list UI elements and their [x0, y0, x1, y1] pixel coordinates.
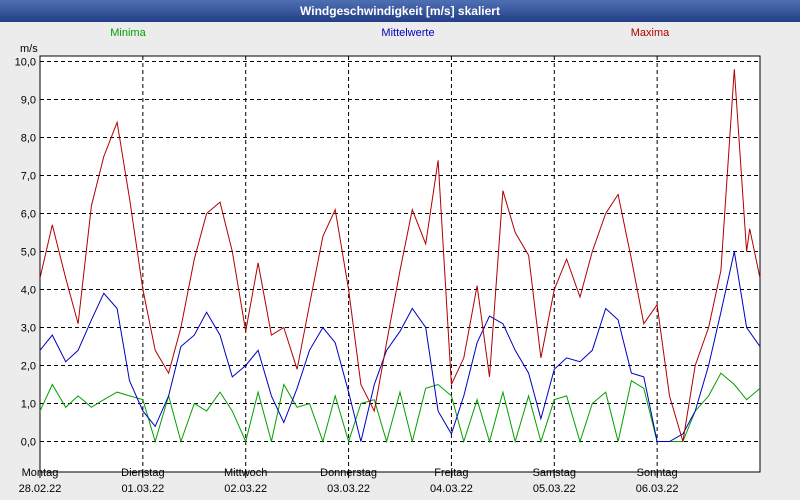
legend-maxima: Maxima — [631, 27, 670, 39]
y-axis-ticks: 0,0 1,0 2,0 3,0 4,0 5,0 6,0 7,0 8,0 9,0 10,0 — [15, 57, 36, 449]
series-minima-line — [39, 372, 761, 444]
y-tick-label: 2,0 — [21, 361, 36, 373]
x-date-label: 01.03.22 — [121, 483, 164, 495]
legend-mittelwerte: Mittelwerte — [381, 27, 434, 39]
y-tick-label: 8,0 — [21, 133, 36, 145]
y-tick-label: 0,0 — [21, 437, 36, 449]
y-tick-label: 3,0 — [21, 323, 36, 335]
y-tick-label: 4,0 — [21, 285, 36, 297]
x-date-label: 02.03.22 — [224, 483, 267, 495]
wind-speed-chart: 0,0 1,0 2,0 3,0 4,0 5,0 6,0 7,0 8,0 9,0 10,0 Monta… — [0, 22, 800, 500]
y-axis-label: m/s — [20, 43, 38, 55]
grid — [39, 56, 760, 478]
y-tick-label: 6,0 — [21, 209, 36, 221]
x-day-label: Mittwoch — [224, 467, 267, 479]
y-tick-label: 7,0 — [21, 171, 36, 183]
x-day-label: Freitag — [434, 467, 468, 479]
y-tick-label: 5,0 — [21, 247, 36, 259]
x-day-label: Donnerstag — [320, 467, 377, 479]
x-date-label: 06.03.22 — [636, 483, 679, 495]
x-day-label: Samstag — [533, 467, 576, 479]
series-maxima-line — [39, 69, 761, 442]
x-date-label: 28.02.22 — [19, 483, 62, 495]
plot-area — [39, 55, 761, 473]
y-tick-label: 1,0 — [21, 399, 36, 411]
y-tick-label: 9,0 — [21, 95, 36, 107]
x-axis-labels: Montag 28.02.22 Dienstag 01.03.22 Mittwoch 02… — [19, 467, 679, 495]
series-lines — [39, 69, 761, 444]
legend-minima: Minima — [110, 27, 146, 39]
chart-title: Windgeschwindigkeit [m/s] skaliert — [0, 0, 800, 22]
x-date-label: 03.03.22 — [327, 483, 370, 495]
x-date-label: 05.03.22 — [533, 483, 576, 495]
x-day-label: Dienstag — [121, 467, 164, 479]
y-tick-label: 10,0 — [15, 57, 36, 69]
series-mittelwerte-line — [39, 251, 761, 442]
x-day-label: Sonntag — [637, 467, 678, 479]
x-day-label: Montag — [22, 467, 59, 479]
x-date-label: 04.03.22 — [430, 483, 473, 495]
